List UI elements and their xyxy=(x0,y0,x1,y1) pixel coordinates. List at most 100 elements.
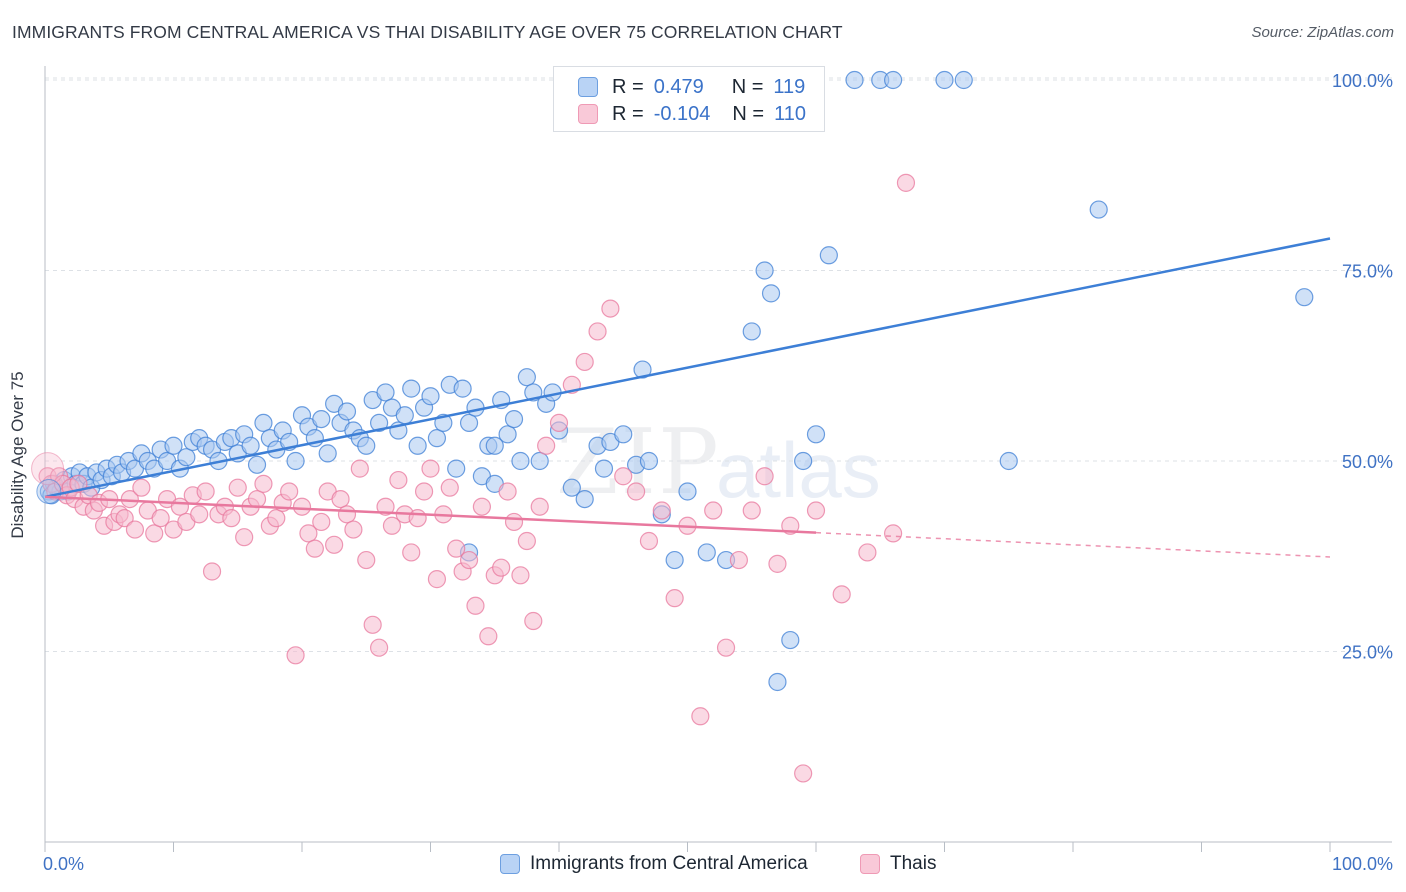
thais-point xyxy=(286,646,305,665)
correlation-legend: R = 0.479 N = 119 R = -0.104 N = 110 xyxy=(553,66,825,132)
central-america-point xyxy=(761,284,781,303)
thais-point xyxy=(312,512,331,532)
thais-point xyxy=(363,615,382,634)
thais-point xyxy=(305,539,324,558)
central-america-point xyxy=(639,451,659,471)
central-america-point xyxy=(427,429,447,448)
central-america-trend-line xyxy=(44,237,1331,499)
thais-point xyxy=(498,482,517,501)
thais-point xyxy=(292,497,312,516)
central-america-point xyxy=(562,478,581,497)
thais-point xyxy=(665,589,684,608)
watermark-atlas: atlas xyxy=(716,426,881,514)
central-america-point xyxy=(819,246,838,265)
thais-point xyxy=(125,520,145,539)
central-america-point xyxy=(337,402,357,421)
thais-point xyxy=(196,482,215,501)
thais-point xyxy=(344,520,363,539)
thais-point xyxy=(755,467,774,486)
central-america-point xyxy=(421,387,440,406)
central-america-point xyxy=(36,478,62,504)
bottom-legend-central-america: Immigrants from Central America xyxy=(500,852,808,876)
y-axis-label-wrap: Disability Age Over 75 xyxy=(8,371,28,538)
central-america-point xyxy=(806,425,826,444)
thais-point xyxy=(472,497,491,516)
thais-point xyxy=(402,543,421,562)
thais-point xyxy=(228,478,247,497)
central-america-point xyxy=(755,261,774,280)
thais-point xyxy=(331,490,350,509)
thais-point xyxy=(652,501,671,520)
thais-point xyxy=(376,497,395,516)
central-america-point xyxy=(665,550,684,570)
thais-point xyxy=(31,452,65,486)
bottom-legend-thais: Thais xyxy=(860,852,936,876)
source-label: Source: ZipAtlas.com xyxy=(1251,24,1394,41)
central-america-point xyxy=(447,459,466,478)
thais-point xyxy=(575,352,594,372)
thais-point xyxy=(729,550,749,570)
thais-point xyxy=(704,501,723,520)
central-america-point xyxy=(459,413,479,432)
bottom-legend-label-central-america: Immigrants from Central America xyxy=(530,853,808,874)
thais-point xyxy=(530,497,549,516)
central-america-point xyxy=(357,436,376,455)
thais-point xyxy=(357,550,376,570)
central-america-point xyxy=(999,451,1018,471)
thais-point xyxy=(517,531,536,551)
central-america-point xyxy=(697,543,716,562)
central-america-point xyxy=(466,398,485,417)
central-america-point xyxy=(498,425,517,444)
thais-point xyxy=(601,299,620,318)
thais-point xyxy=(691,707,710,726)
thais-point xyxy=(337,505,357,524)
thais-point xyxy=(120,490,139,509)
legend-swatch-thais xyxy=(578,104,598,124)
central-america-point xyxy=(504,409,524,429)
central-america-point xyxy=(794,451,813,471)
central-america-point xyxy=(742,322,761,341)
thais-point xyxy=(832,585,851,604)
central-america-point xyxy=(177,448,196,467)
central-america-point xyxy=(485,436,504,455)
thais-point xyxy=(768,554,787,573)
central-america-point xyxy=(511,451,530,471)
thais-point xyxy=(447,539,466,558)
thais-point xyxy=(626,482,646,501)
thais-trend-line xyxy=(44,495,817,534)
thais-point xyxy=(202,562,222,581)
thais-point xyxy=(280,482,299,501)
central-america-point xyxy=(247,455,267,474)
central-america-point xyxy=(1089,200,1108,219)
thais-point xyxy=(459,550,479,570)
thais-point xyxy=(858,543,877,562)
central-america-point xyxy=(376,383,395,402)
thais-point xyxy=(235,528,254,547)
bottom-legend-swatch-central-america xyxy=(500,854,520,874)
central-america-point xyxy=(614,425,633,444)
thais-point xyxy=(794,764,813,783)
thais-point xyxy=(537,436,556,455)
bottom-legend-swatch-thais xyxy=(860,854,880,874)
central-america-point xyxy=(575,490,594,509)
thais-point xyxy=(414,482,434,501)
legend-swatch-central-america xyxy=(578,77,598,97)
thais-point xyxy=(389,470,408,490)
thais-point xyxy=(151,509,170,528)
legend-n-label: N = xyxy=(731,75,764,98)
thais-point xyxy=(267,509,286,528)
central-america-point xyxy=(370,413,389,432)
central-america-point xyxy=(254,413,273,432)
legend-n-value: 119 xyxy=(773,75,806,98)
central-america-point xyxy=(517,368,536,387)
thais-point xyxy=(716,638,736,657)
thais-point xyxy=(524,611,543,631)
legend-r-value: 0.479 xyxy=(653,75,704,98)
thais-point xyxy=(132,478,151,497)
thais-point xyxy=(247,490,267,509)
x-tick-label: 100.0% xyxy=(1332,854,1393,874)
thais-point xyxy=(549,413,569,432)
legend-row-central-america: R = 0.479 N = 119 xyxy=(578,74,805,100)
y-tick-label: 25.0% xyxy=(1342,643,1393,663)
thais-point xyxy=(145,524,164,543)
